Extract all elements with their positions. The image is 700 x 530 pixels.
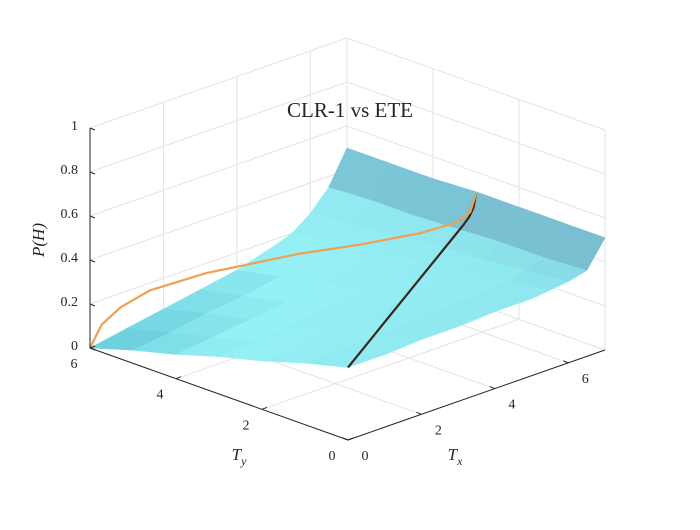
surface-patch [304,349,385,368]
z-tick-label: 0.8 [61,163,79,178]
line-layer [89,193,478,369]
z-tick-label: 0.6 [61,207,79,222]
z-tick-mark [89,171,96,175]
grid-line [89,81,348,173]
x-tick-label: 6 [582,372,589,387]
x-tick-label: 0 [362,449,369,464]
chart-title: CLR-1 vs ETE [287,98,413,122]
grid-line [346,37,606,131]
x-axis-title-sub: x [456,454,463,468]
z-tick-label: 1 [71,119,78,134]
y-tick-label: 2 [243,418,250,433]
z-tick-mark [89,215,96,219]
x-axis-line [347,349,606,441]
grid-line [346,125,606,219]
y-axis-title-main: T [232,445,243,464]
y-axis-line [89,347,349,441]
z-tick-label: 0.4 [61,251,79,266]
x-tick-mark [489,386,496,390]
grid-line [89,125,348,217]
y-tick-label: 6 [71,357,78,372]
axis-layer: 0 2 4 6 0 2 4 6 0 0.2 0.4 0.6 0.8 1 [61,119,606,464]
x-tick-label: 2 [435,423,442,438]
curve [89,193,478,349]
curve [347,193,478,369]
x-axis-title: Tx [448,445,463,468]
y-axis-title-sub: y [240,454,247,468]
y-tick-mark [261,406,268,410]
grid-line [346,81,606,175]
y-tick-label: 4 [157,388,164,403]
z-tick-mark [89,127,96,131]
x-tick-mark [342,437,349,441]
surface-layer [88,147,606,368]
y-tick-label: 0 [329,449,336,464]
y-axis-title: Ty [232,445,247,468]
z-tick-label: 0 [71,339,78,354]
grid-line [261,318,520,410]
grid-line [89,169,348,261]
z-tick-mark [89,303,96,307]
x-tick-label: 4 [508,398,515,413]
y-tick-mark [175,376,182,380]
x-tick-mark [563,360,569,364]
z-tick-mark [89,259,96,263]
y-tick-mark [347,437,354,441]
y-tick-mark [89,345,96,349]
grid-line [89,37,348,129]
z-tick-mark [89,347,96,351]
z-tick-label: 0.2 [61,295,79,310]
z-axis-title: P(H) [29,223,48,258]
x-axis-title-main: T [448,445,459,464]
x-tick-mark [416,411,422,415]
